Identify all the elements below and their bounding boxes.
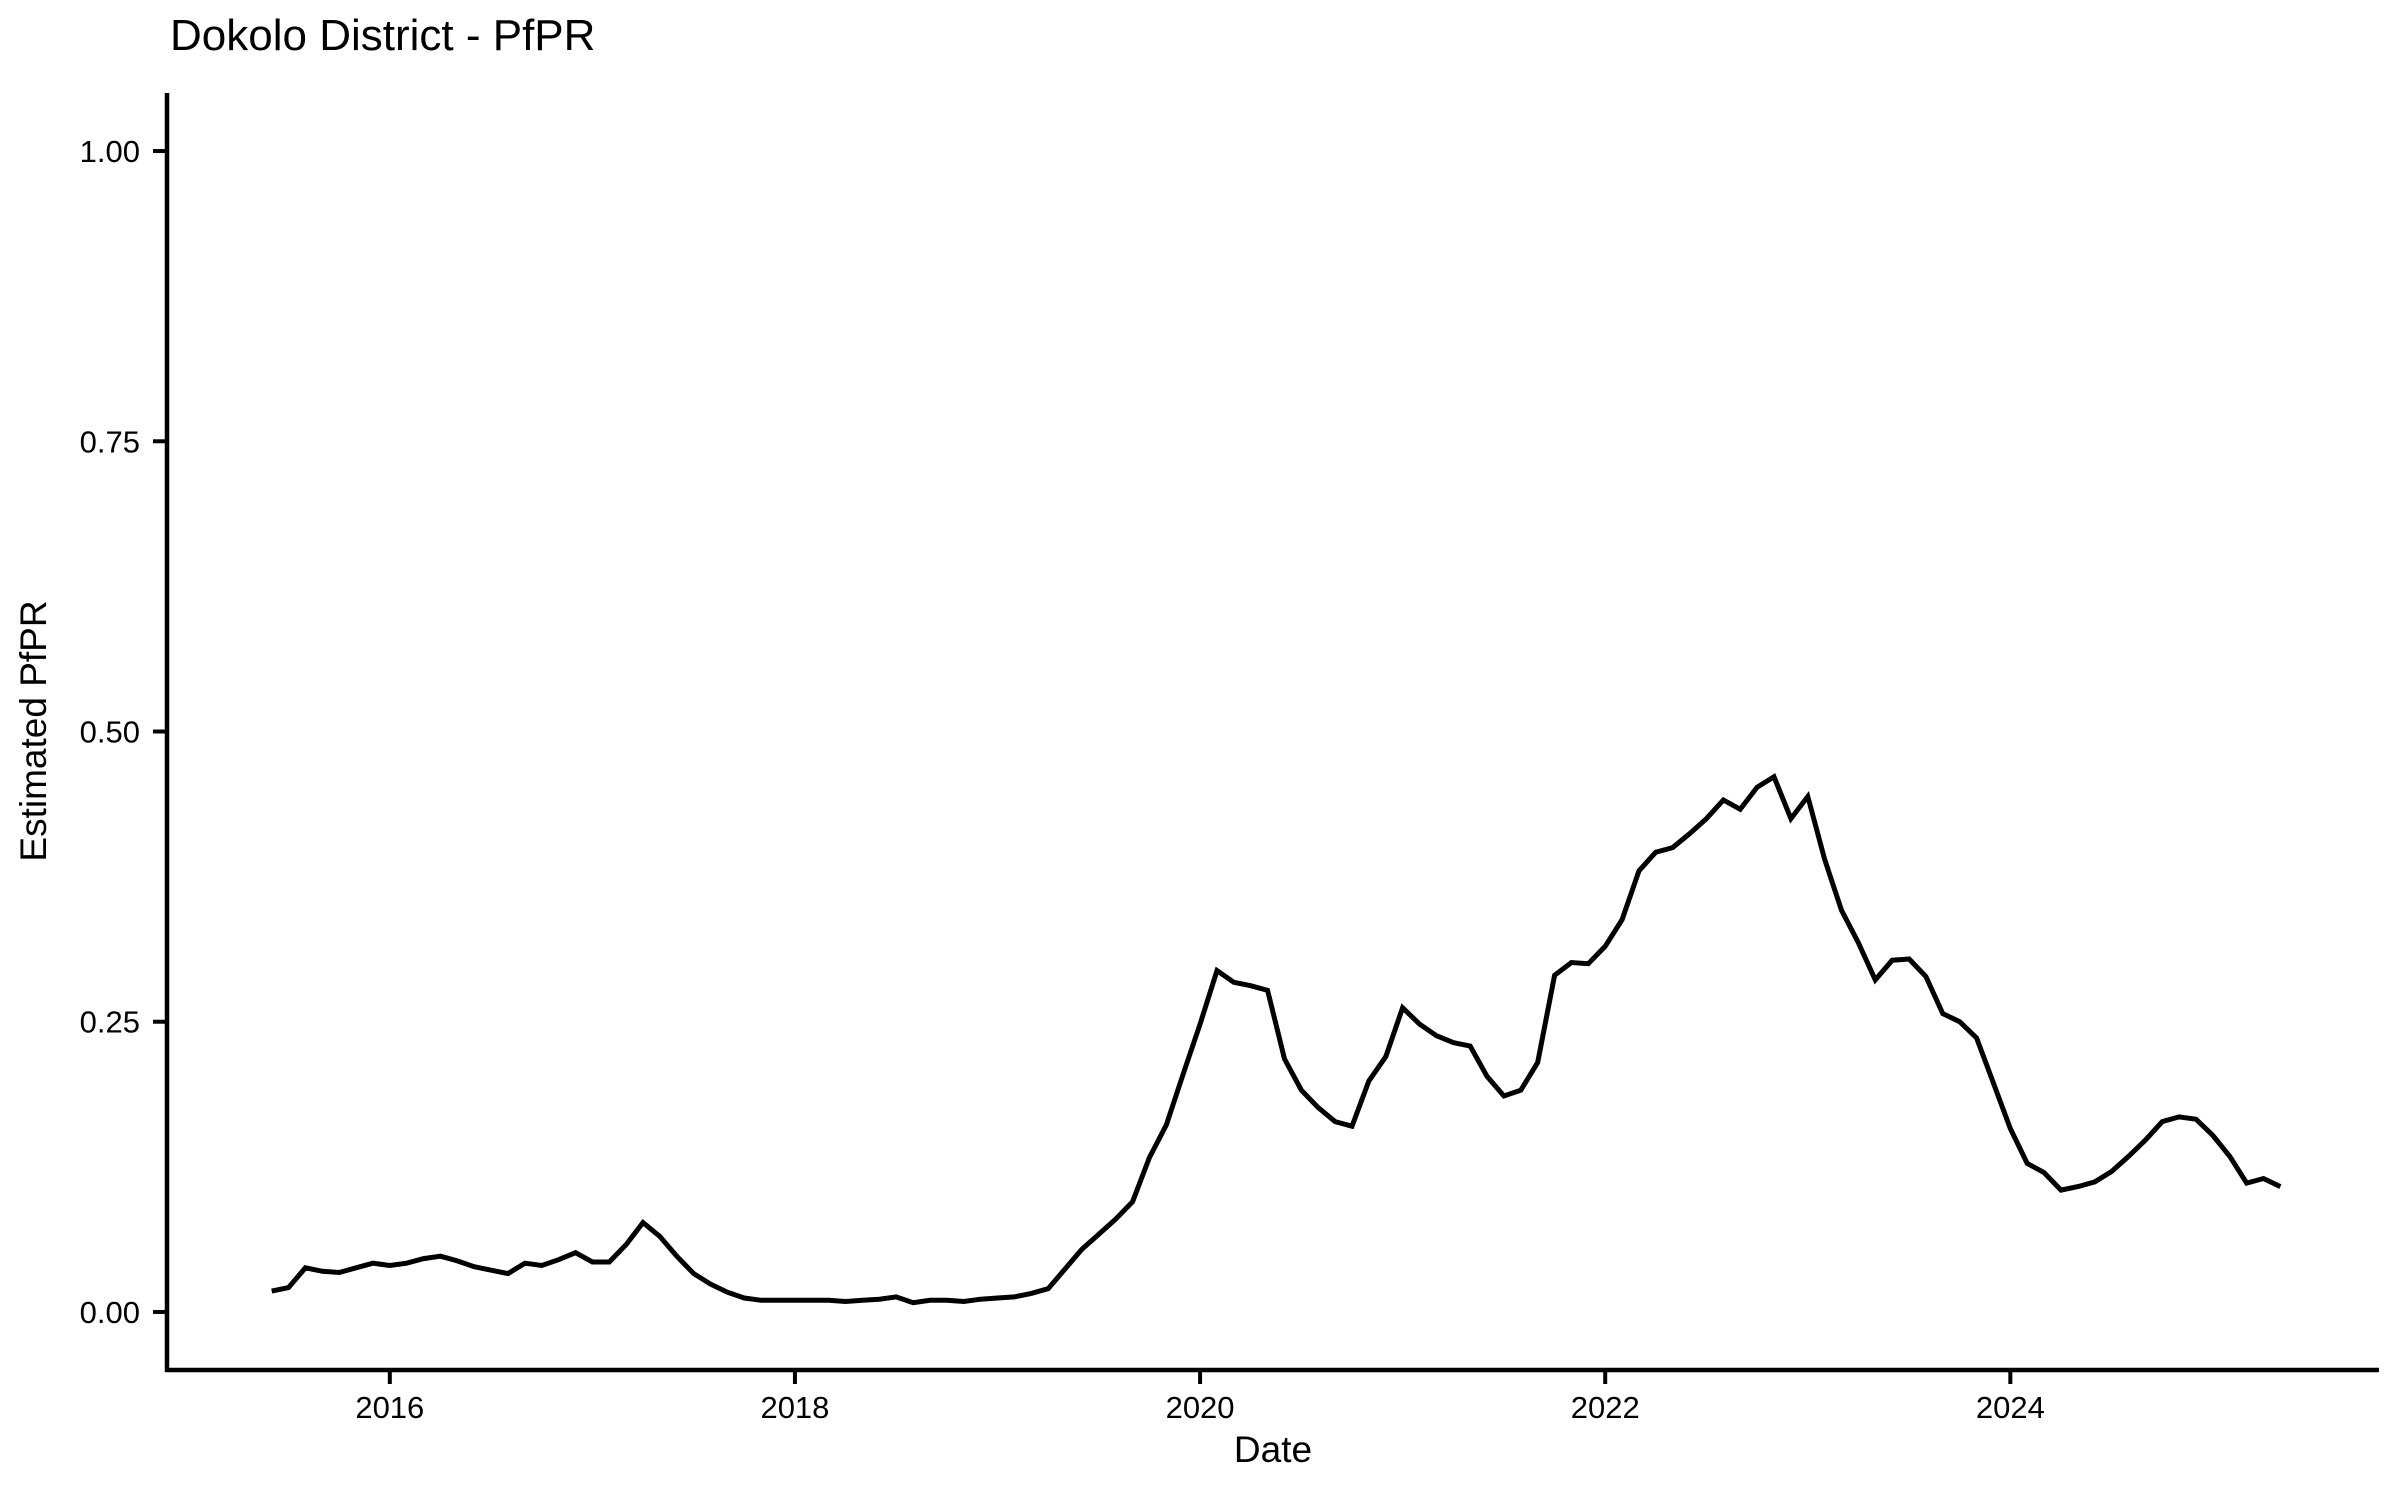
y-tick-label: 1.00 [80,134,140,169]
x-tick-label: 2016 [355,1390,424,1425]
y-tick-label: 0.25 [80,1005,140,1040]
x-tick-label: 2018 [760,1390,829,1425]
y-tick-label: 0.75 [80,424,140,459]
chart-generated-layer: 0.00 0.25 0.50 0.75 1.00 2016 2018 2020 2022 2024 [80,134,2282,1425]
x-tick-label: 2022 [1571,1390,1640,1425]
y-tick-label: 0.50 [80,715,140,750]
x-tick-label: 2024 [1976,1390,2045,1425]
y-tick-label: 0.00 [80,1295,140,1330]
x-axis-title: Date [1234,1429,1312,1470]
y-axis-title: Estimated PfPR [13,600,54,861]
x-tick-label: 2020 [1166,1390,1235,1425]
pfpr-series-line [271,773,2282,1306]
chart-title: Dokolo District - PfPR [170,11,595,60]
